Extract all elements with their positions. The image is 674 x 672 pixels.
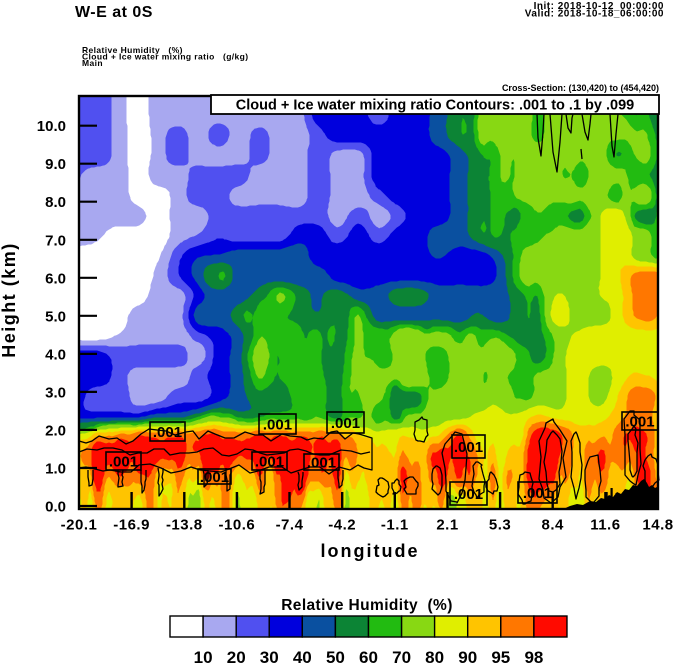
svg-text:.001: .001 (454, 439, 483, 456)
svg-text:Relative Humidity (%): Relative Humidity (%) (281, 597, 453, 614)
svg-text:9.0: 9.0 (45, 156, 66, 173)
svg-text:7.0: 7.0 (45, 232, 66, 249)
svg-text:10.0: 10.0 (37, 118, 66, 135)
svg-text:0.0: 0.0 (45, 499, 66, 516)
svg-text:-20.1: -20.1 (61, 517, 98, 534)
svg-text:30: 30 (260, 648, 279, 667)
svg-text:8.4: 8.4 (542, 517, 565, 534)
svg-text:50: 50 (326, 648, 345, 667)
svg-text:Init: 2018-10-12_00:00:00: Init: 2018-10-12_00:00:00 (534, 1, 664, 12)
svg-text:W-E at 0S: W-E at 0S (75, 4, 153, 21)
svg-text:6.0: 6.0 (45, 270, 66, 287)
svg-text:.001: .001 (454, 486, 483, 503)
svg-text:.001: .001 (153, 424, 182, 441)
svg-text:-1.1: -1.1 (381, 517, 409, 534)
svg-text:.001: .001 (523, 485, 552, 502)
svg-text:Cross-Section: (130,420) to (4: Cross-Section: (130,420) to (454,420) (502, 83, 659, 93)
svg-text:2.0: 2.0 (45, 422, 66, 439)
svg-text:60: 60 (359, 648, 378, 667)
svg-text:Relative Humidity (%): Relative Humidity (%) (82, 45, 183, 55)
svg-text:longitude: longitude (321, 541, 420, 561)
svg-text:3.0: 3.0 (45, 384, 66, 401)
svg-text:40: 40 (293, 648, 312, 667)
svg-text:1.0: 1.0 (45, 461, 66, 478)
svg-text:20: 20 (227, 648, 246, 667)
svg-text:Main: Main (82, 58, 103, 68)
svg-text:2.1: 2.1 (436, 517, 458, 534)
svg-text:.001: .001 (263, 417, 292, 434)
svg-text:Cloud + Ice water mixing ratio: Cloud + Ice water mixing ratio Contours:… (236, 98, 634, 114)
svg-text:70: 70 (392, 648, 411, 667)
svg-text:Valid: 2018-10-18_06:00:00: Valid: 2018-10-18_06:00:00 (525, 9, 664, 20)
svg-text:.001: .001 (109, 454, 138, 471)
svg-text:90: 90 (458, 648, 477, 667)
svg-text:14.8: 14.8 (642, 517, 673, 534)
svg-text:80: 80 (425, 648, 444, 667)
svg-text:-16.9: -16.9 (113, 517, 150, 534)
svg-text:Cloud + Ice water mixing ratio: Cloud + Ice water mixing ratio (g/kg) (82, 52, 249, 62)
svg-text:95: 95 (491, 648, 510, 667)
svg-text:8.0: 8.0 (45, 194, 66, 211)
svg-text:-7.4: -7.4 (276, 517, 304, 534)
svg-text:-13.8: -13.8 (166, 517, 203, 534)
svg-text:11.6: 11.6 (590, 517, 620, 534)
svg-text:5.0: 5.0 (45, 308, 66, 325)
svg-text:.001: .001 (331, 415, 360, 432)
svg-text:Height (km): Height (km) (0, 242, 19, 358)
svg-text:98: 98 (524, 648, 543, 667)
svg-text:5.3: 5.3 (489, 517, 511, 534)
svg-text:4.0: 4.0 (45, 346, 66, 363)
svg-text:.001: .001 (255, 454, 284, 471)
svg-text:.001: .001 (200, 469, 229, 486)
svg-text:.001: .001 (625, 414, 654, 431)
svg-text:.001: .001 (307, 455, 336, 472)
svg-text:10: 10 (194, 648, 213, 667)
svg-text:-10.6: -10.6 (219, 517, 256, 534)
svg-text:-4.2: -4.2 (328, 517, 356, 534)
